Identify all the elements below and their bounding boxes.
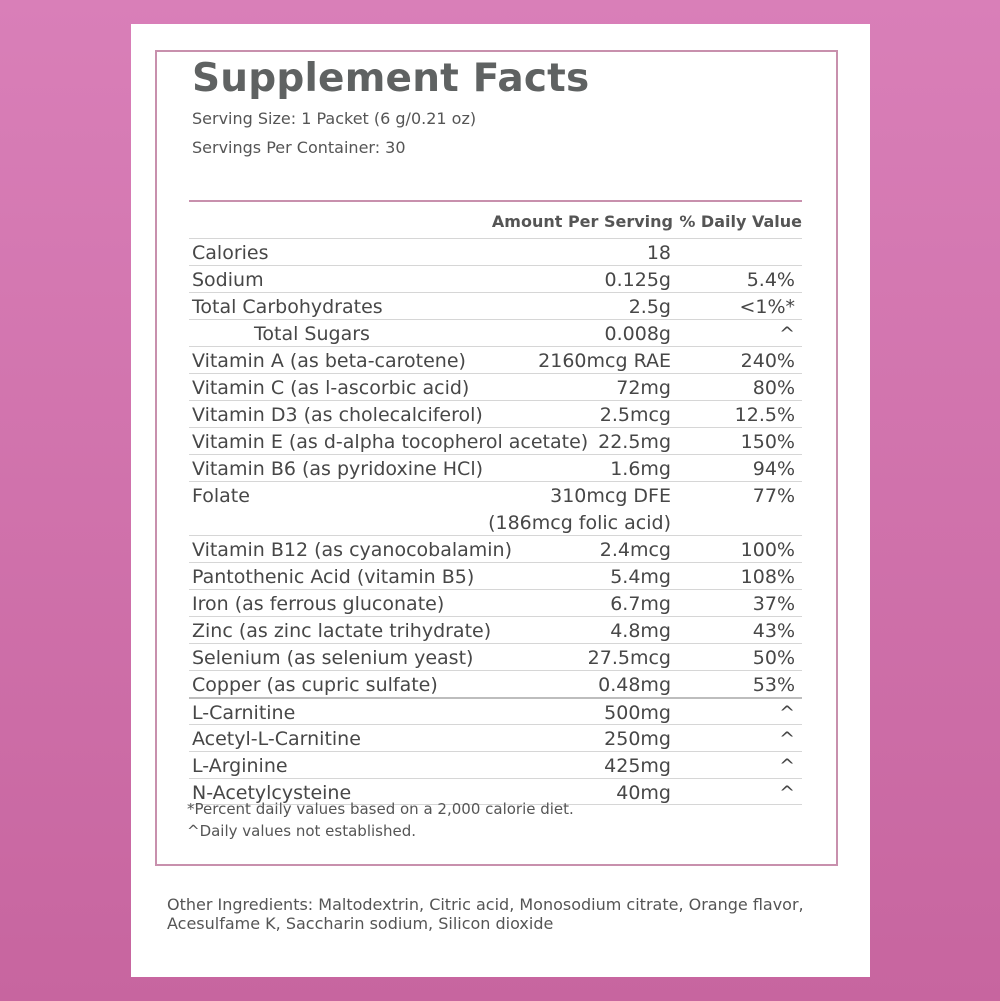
nutrient-amount: 22.5mg [598,431,671,453]
nutrient-amount: 310mcg DFE [550,485,671,507]
nutrient-name: L-Arginine [192,755,288,777]
nutrient-daily-value: 43% [752,620,795,642]
nutrient-name: Folate [192,485,250,507]
nutrient-table: Calories 18 Sodium 0.125g 5.4% Total Carbohyd… [189,238,802,805]
table-row: Vitamin E (as d-alpha tocopherol acetate… [189,427,802,454]
nutrient-amount: 0.008g [604,323,671,345]
nutrient-name: Calories [192,242,269,264]
nutrient-name: Vitamin D3 (as cholecalciferol) [192,404,483,426]
nutrient-daily-value: ^ [779,782,795,804]
nutrient-daily-value: 108% [740,566,795,588]
nutrient-daily-value: 50% [752,647,795,669]
table-row: Total Sugars 0.008g ^ [189,319,802,346]
nutrient-amount: 2.4mcg [599,539,671,561]
table-row: L-Arginine 425mg ^ [189,751,802,778]
nutrient-amount: 2160mcg RAE [538,350,671,372]
daily-value-column-header: % Daily Value [679,212,802,231]
nutrient-daily-value: 53% [752,674,795,696]
table-row: Total Carbohydrates 2.5g <1%* [189,292,802,319]
nutrient-amount: 0.48mg [598,674,671,696]
nutrient-amount: 4.8mg [610,620,671,642]
serving-size: Serving Size: 1 Packet (6 g/0.21 oz) [192,109,477,128]
table-row: Vitamin B12 (as cyanocobalamin) 2.4mcg 100… [189,535,802,562]
table-row: Calories 18 [189,238,802,265]
nutrient-daily-value: 100% [740,539,795,561]
nutrient-daily-value: ^ [779,702,795,724]
nutrient-daily-value: 150% [740,431,795,453]
nutrient-name: Vitamin B6 (as pyridoxine HCl) [192,458,484,480]
nutrient-name: Sodium [192,269,264,291]
table-row: L-Carnitine 500mg ^ [189,697,802,724]
nutrient-daily-value: ^ [779,755,795,777]
nutrient-amount: 40mg [616,782,671,804]
nutrient-name: Vitamin B12 (as cyanocobalamin) [192,539,513,561]
table-row: Vitamin A (as beta-carotene) 2160mcg RAE 2… [189,346,802,373]
header-divider [189,200,802,202]
nutrient-daily-value: 240% [740,350,795,372]
table-row: Selenium (as selenium yeast) 27.5mcg 50% [189,643,802,670]
nutrient-name: Total Carbohydrates [192,296,383,318]
supplement-facts-panel: Supplement Facts Serving Size: 1 Packet … [155,50,838,866]
nutrient-daily-value: 12.5% [734,404,795,426]
nutrient-name: Total Sugars [254,323,370,345]
nutrient-daily-value: 5.4% [746,269,795,291]
servings-per-container: Servings Per Container: 30 [192,138,406,157]
nutrient-name: L-Carnitine [192,702,296,724]
table-row: Sodium 0.125g 5.4% [189,265,802,292]
nutrient-amount: 0.125g [604,269,671,291]
nutrient-amount: 1.6mg [610,458,671,480]
nutrient-daily-value: 77% [752,485,795,507]
nutrient-name: Acetyl-L-Carnitine [192,728,361,750]
table-row: Vitamin B6 (as pyridoxine HCl) 1.6mg 94% [189,454,802,481]
other-ingredients-line-2: Acesulfame K, Saccharin sodium, Silicon … [167,914,554,933]
nutrient-name: N-Acetylcysteine [192,782,352,804]
label-card: Supplement Facts Serving Size: 1 Packet … [131,24,870,977]
table-row: Zinc (as zinc lactate trihydrate) 4.8mg 43… [189,616,802,643]
table-row: Vitamin D3 (as cholecalciferol) 2.5mcg 12.… [189,400,802,427]
nutrient-amount: 500mg [604,702,671,724]
table-row: N-Acetylcysteine 40mg ^ [189,778,802,805]
nutrient-amount: 425mg [604,755,671,777]
nutrient-daily-value: ^ [779,728,795,750]
page-title: Supplement Facts [192,56,590,101]
footnote-not-established: ^Daily values not established. [187,822,416,840]
nutrient-amount: 5.4mg [610,566,671,588]
table-row: Iron (as ferrous gluconate) 6.7mg 37% [189,589,802,616]
table-row: Pantothenic Acid (vitamin B5) 5.4mg 108% [189,562,802,589]
nutrient-daily-value: 80% [752,377,795,399]
table-row: Vitamin C (as l-ascorbic acid) 72mg 80% [189,373,802,400]
table-row: Copper (as cupric sulfate) 0.48mg 53% [189,670,802,697]
table-row: Acetyl-L-Carnitine 250mg ^ [189,724,802,751]
nutrient-amount: 250mg [604,728,671,750]
amount-column-header: Amount Per Serving [491,212,673,231]
nutrient-daily-value: 94% [752,458,795,480]
nutrient-amount: 18 [646,242,671,264]
nutrient-name: Vitamin A (as beta-carotene) [192,350,466,372]
nutrient-daily-value: ^ [779,323,795,345]
nutrient-amount: 2.5mcg [599,404,671,426]
nutrient-amount: 27.5mcg [587,647,671,669]
nutrient-name: Iron (as ferrous gluconate) [192,593,445,615]
footnote-percent: *Percent daily values based on a 2,000 c… [187,800,574,818]
nutrient-name: Vitamin C (as l-ascorbic acid) [192,377,470,399]
nutrient-daily-value: 37% [752,593,795,615]
nutrient-amount-detail: (186mcg folic acid) [488,512,671,534]
nutrient-name: Zinc (as zinc lactate trihydrate) [192,620,492,642]
other-ingredients-line-1: Other Ingredients: Maltodextrin, Citric … [167,895,804,914]
nutrient-name: Vitamin E (as d-alpha tocopherol acetate… [192,431,589,453]
nutrient-name: Selenium (as selenium yeast) [192,647,474,669]
nutrient-name: Copper (as cupric sulfate) [192,674,438,696]
table-row: Folate 310mcg DFE (186mcg folic acid) 77% [189,481,802,535]
nutrient-amount: 72mg [616,377,671,399]
nutrient-amount: 2.5g [628,296,671,318]
nutrient-daily-value: <1%* [739,296,795,318]
nutrient-name: Pantothenic Acid (vitamin B5) [192,566,475,588]
nutrient-amount: 6.7mg [610,593,671,615]
